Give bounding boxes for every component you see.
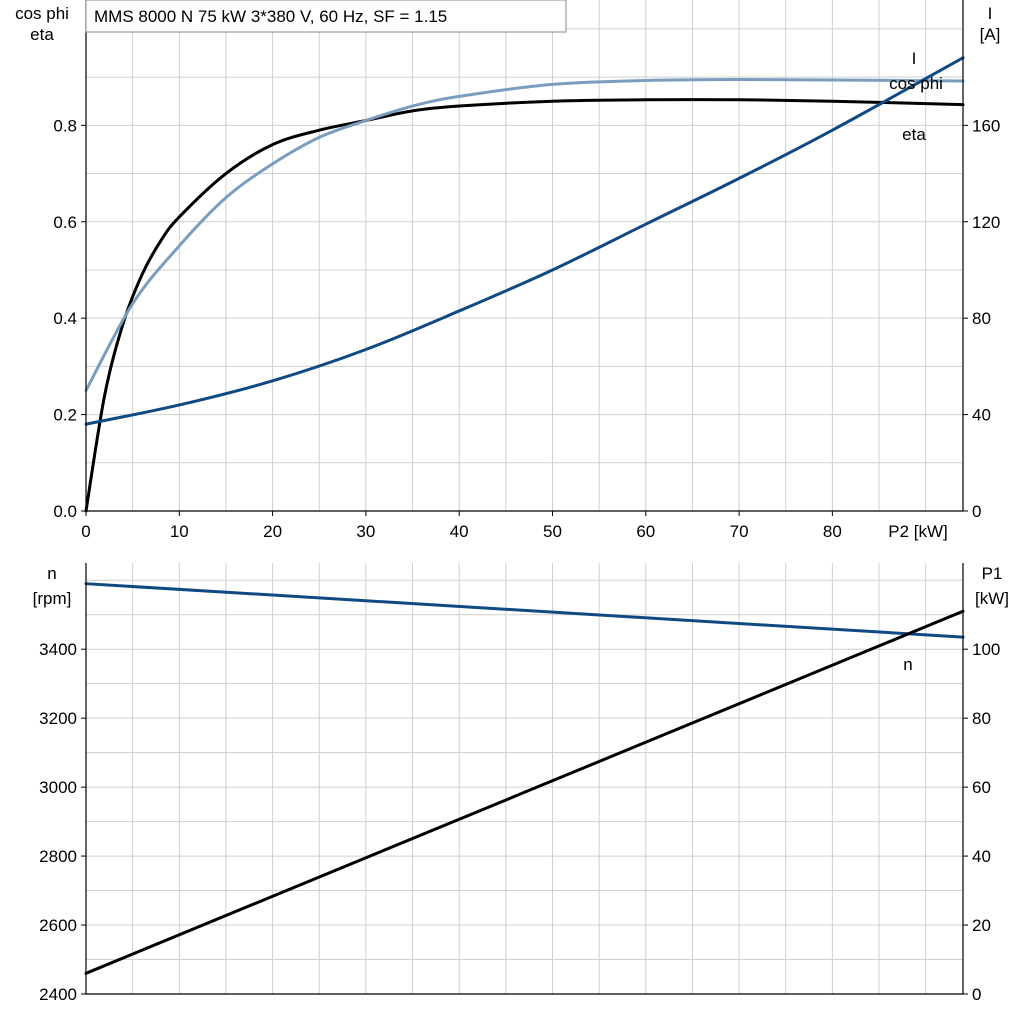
top-chart: 0.0 0.2 0.4 0.6 0.8 0 40 80 120 160 0 10 20 30 40 50 60 7… [15,0,1000,541]
bottom-right-tick-label: 40 [972,847,991,866]
top-ticks: 0.0 0.2 0.4 0.6 0.8 0 40 80 120 160 0 10 20 30 40 50 60 7… [53,116,1000,541]
bottom-ticks: 2400 2600 2800 3000 3200 3400 0 20 40 60 80 100 [39,640,1000,1004]
chart-title: MMS 8000 N 75 kW 3*380 V, 60 Hz, SF = 1.… [94,7,447,26]
top-right-tick-label: 40 [972,406,991,425]
title-box [85,0,567,33]
x-tick-label: 60 [636,522,655,541]
series-label-I: I [912,49,917,68]
top-series-cos-phi-line [84,78,965,392]
x-tick-label: 40 [450,522,469,541]
series-label-eta: eta [902,125,926,144]
top-series-i-line [84,56,965,426]
bottom-series-n-line [84,582,965,639]
x-axis-label: P2 [kW] [888,522,948,541]
bottom-left-tick-label: 2600 [39,916,77,935]
bottom-right-tick-label: 0 [972,985,981,1004]
bottom-series-p1-line [84,609,965,975]
top-right-axis-label-2: [A] [980,25,1001,44]
bottom-left-axis-label-2: [rpm] [33,589,72,608]
top-right-tick-label: 120 [972,213,1000,232]
bottom-left-axis-label-1: n [47,564,56,583]
x-tick-label: 70 [730,522,749,541]
bottom-right-tick-label: 20 [972,916,991,935]
x-tick-label: 50 [543,522,562,541]
bottom-right-tick-label: 100 [972,640,1000,659]
bottom-right-axis-label-1: P1 [982,564,1003,583]
bottom-grid [86,563,963,994]
top-right-tick-label: 160 [972,116,1000,135]
x-tick-label: 80 [823,522,842,541]
top-right-tick-label: 80 [972,309,991,328]
bottom-left-tick-label: 2400 [39,985,77,1004]
bottom-series [84,582,965,975]
bottom-right-tick-label: 80 [972,709,991,728]
top-left-axis-label-2: eta [30,25,54,44]
x-tick-label: 0 [81,522,90,541]
series-label-cos-phi: cos phi [889,74,943,93]
top-right-axis-label-1: I [988,4,993,23]
top-series [84,56,965,513]
top-left-tick-label: 0.0 [53,502,77,521]
bottom-left-tick-label: 3200 [39,709,77,728]
top-left-tick-label: 0.8 [53,116,77,135]
top-left-tick-label: 0.2 [53,406,77,425]
top-plot-background [86,0,963,511]
bottom-left-tick-label: 3400 [39,640,77,659]
bottom-left-tick-label: 3000 [39,778,77,797]
series-label-n: n [903,655,912,674]
top-left-axis-label-1: cos phi [15,4,69,23]
x-tick-label: 10 [170,522,189,541]
bottom-plot-background [86,563,963,994]
top-series-eta-line [84,98,965,513]
top-left-tick-label: 0.6 [53,213,77,232]
top-right-tick-label: 0 [972,502,981,521]
x-tick-label: 30 [356,522,375,541]
x-tick-label: 20 [263,522,282,541]
bottom-chart: 2400 2600 2800 3000 3200 3400 0 20 40 60 80 100 n [… [33,563,1009,1004]
bottom-left-tick-label: 2800 [39,847,77,866]
bottom-right-tick-label: 60 [972,778,991,797]
bottom-right-axis-label-2: [kW] [975,589,1009,608]
top-left-tick-label: 0.4 [53,309,77,328]
